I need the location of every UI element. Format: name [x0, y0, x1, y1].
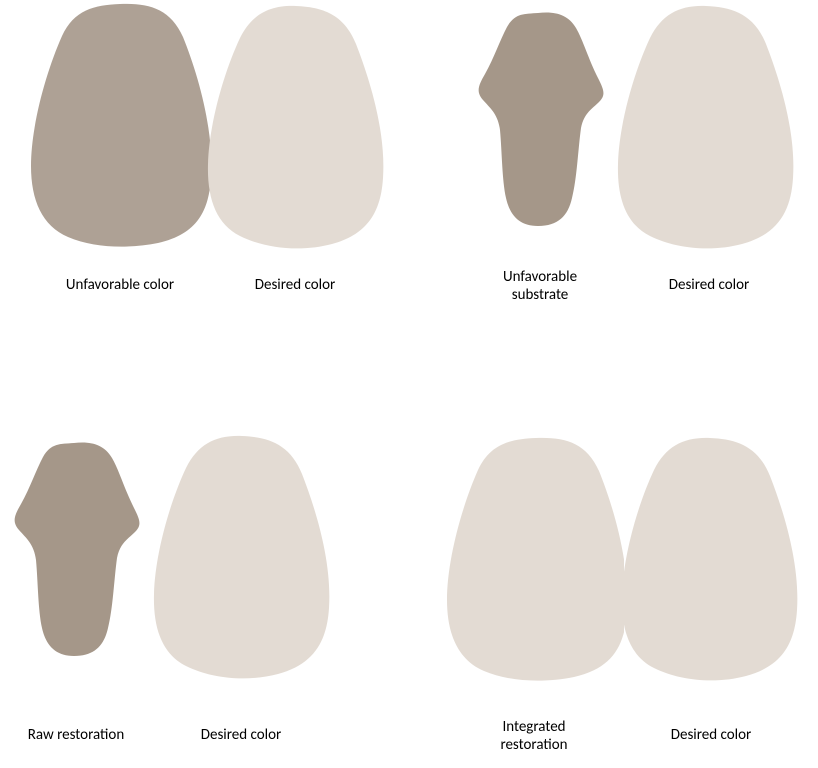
tooth-shape [31, 4, 211, 247]
tooth-shape [447, 438, 624, 681]
prep-shape [479, 12, 604, 226]
top-right-right-label: Desired color [644, 276, 774, 294]
bottom-left-right-tooth [152, 434, 332, 679]
bottom-right-right-tooth [620, 436, 800, 681]
top-left-left-tooth [28, 2, 213, 247]
diagram-canvas: Unfavorable color Desired color Unfavora… [0, 0, 818, 768]
top-left-left-label: Unfavorable color [50, 276, 190, 294]
top-left-right-label: Desired color [230, 276, 360, 294]
bottom-left-left-label: Raw restoration [6, 726, 146, 744]
top-right-left-tooth [476, 10, 606, 228]
tooth-shape [208, 6, 383, 248]
tooth-shape [618, 6, 793, 248]
bottom-right-right-label: Desired color [646, 726, 776, 744]
bottom-left-right-label: Desired color [176, 726, 306, 744]
top-right-left-label: Unfavorable substrate [470, 268, 610, 304]
bottom-left-left-tooth [12, 440, 142, 658]
top-left-right-tooth [206, 4, 386, 249]
top-right-right-tooth [616, 4, 796, 249]
bottom-right-left-label: Integrated restoration [464, 718, 604, 754]
tooth-shape [622, 438, 797, 680]
tooth-shape [154, 436, 329, 678]
bottom-right-left-tooth [444, 436, 624, 681]
prep-shape [15, 442, 140, 656]
